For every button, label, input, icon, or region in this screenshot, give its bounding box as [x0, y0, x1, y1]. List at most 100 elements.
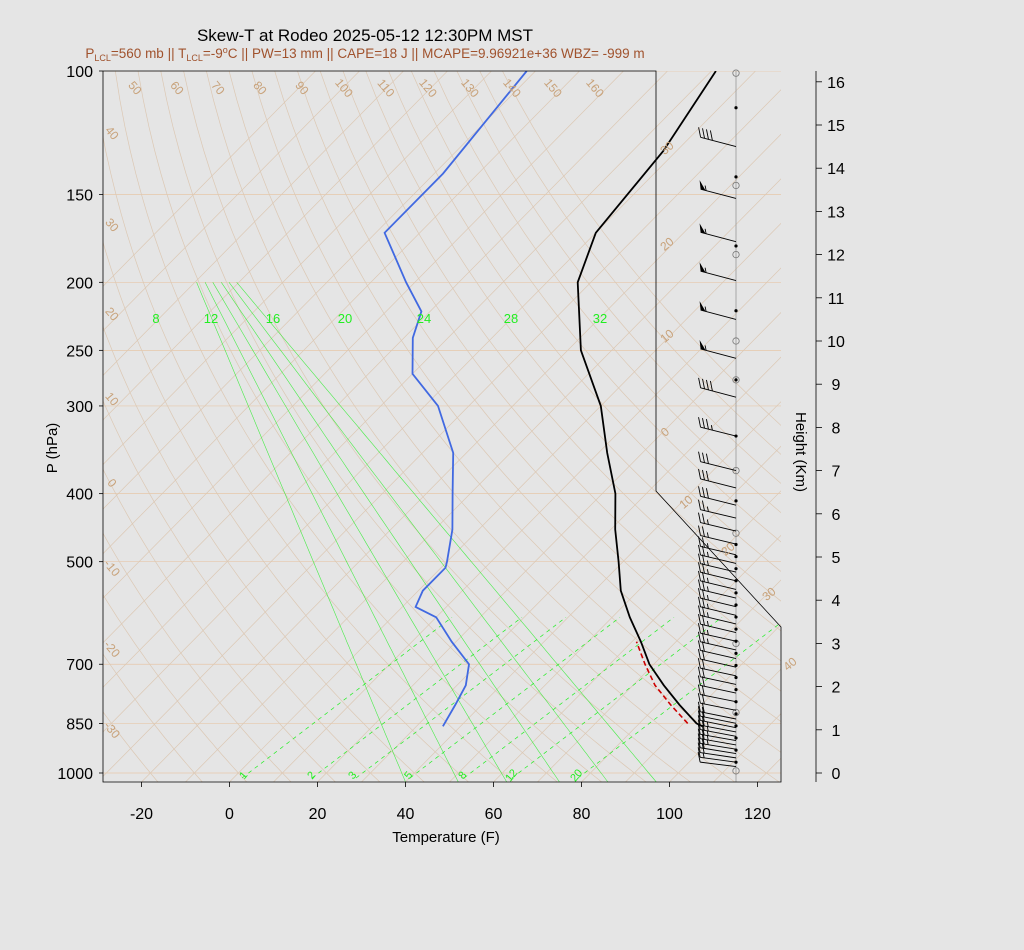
obs-dot	[734, 603, 738, 607]
dry-adiabat	[103, 325, 425, 782]
x-tick-label: 120	[744, 806, 771, 823]
x-tick-label: 0	[225, 806, 234, 823]
y-tick-label: 500	[66, 555, 93, 572]
y-tick-label: 300	[66, 399, 93, 416]
temperature-line	[576, 71, 717, 728]
isotherm-line	[493, 490, 781, 782]
dry-adiabat	[342, 71, 781, 632]
dry-adiabat	[319, 71, 781, 662]
dry-adiabat	[103, 532, 292, 782]
isotherm-line	[103, 71, 360, 332]
wind-barb	[697, 649, 737, 668]
isotherm-label: 70	[208, 78, 228, 97]
obs-dot	[734, 567, 738, 571]
height-tick-label: 0	[832, 766, 841, 783]
dry-adiabat	[502, 71, 781, 426]
isotherm-line	[103, 71, 712, 688]
mixing-ratio-line	[409, 616, 621, 779]
mixing-ratio-label: 28	[504, 311, 518, 326]
mixing-ratio-label: 16	[266, 311, 280, 326]
mixing-ratio-label: 3	[346, 769, 359, 781]
height-tick-label: 8	[832, 420, 841, 437]
height-tick-label: 16	[827, 75, 845, 92]
isotherm-line	[103, 71, 668, 644]
dry-adiabat	[433, 71, 781, 514]
background-grid	[103, 71, 781, 782]
height-marker	[732, 181, 740, 190]
chart-title: Skew-T at Rodeo 2025-05-12 12:30PM MST	[197, 26, 533, 45]
wind-barb	[698, 562, 737, 582]
wind-barb	[697, 728, 737, 746]
mixing-ratio-label: 8	[456, 769, 469, 781]
wind-barb	[699, 301, 737, 320]
wind-barb	[697, 701, 737, 720]
isotherm-line	[273, 267, 781, 782]
wind-barb	[698, 605, 737, 625]
dry-adiabat	[103, 468, 336, 782]
height-tick-label: 2	[832, 680, 841, 697]
height-marker	[732, 529, 740, 537]
dry-adiabat	[137, 71, 602, 782]
isotherm-line	[103, 71, 624, 599]
temperature-axis: -20 0 20 40 60 80 100 120	[130, 782, 771, 823]
wind-barb	[698, 499, 737, 519]
wind-barb	[697, 715, 737, 733]
y-tick-label: 850	[66, 716, 93, 733]
isotherm-line	[103, 71, 404, 376]
dry-adiabat	[365, 71, 781, 602]
parcel-line	[635, 641, 689, 724]
wind-barb	[698, 486, 737, 506]
y-tick-label: 400	[66, 487, 93, 504]
isotherm-label: 40	[102, 123, 122, 142]
isotherm-line	[103, 89, 781, 777]
height-tick-label: 1	[832, 723, 841, 740]
dry-adiabat	[206, 71, 736, 782]
wind-barb	[699, 223, 737, 243]
obs-dot	[734, 688, 738, 692]
dry-adiabat	[114, 71, 558, 782]
isotherm-line	[103, 71, 756, 733]
x-tick-label: -20	[130, 806, 153, 823]
moist-adiabat	[196, 282, 406, 782]
obs-dot	[734, 175, 738, 179]
x-tick-label: 40	[397, 806, 415, 823]
mixing-ratio-label: 24	[417, 311, 431, 326]
plot-area: 50 60 70 80 90 100 110 120 130 140 150 160403020100…	[101, 69, 800, 784]
isotherm-label: 30	[102, 215, 122, 234]
isotherm-line	[185, 178, 781, 782]
obs-dot	[734, 712, 738, 716]
wind-barb	[698, 570, 737, 590]
mixing-ratio-line	[463, 616, 675, 779]
isotherm-label: 0	[104, 476, 119, 490]
moist-adiabat	[236, 282, 657, 782]
height-tick-label: 13	[827, 204, 845, 221]
dry-adiabat	[103, 711, 159, 782]
obs-dot	[734, 651, 738, 655]
obs-dot	[734, 554, 738, 559]
height-tick-label: 10	[827, 334, 845, 351]
dry-adiabat	[103, 241, 469, 782]
wind-barb	[699, 180, 737, 199]
height-marker	[732, 337, 740, 345]
wind-barb	[697, 658, 737, 677]
wind-barb	[697, 640, 737, 659]
dry-adiabat	[160, 71, 647, 782]
obs-dot	[734, 378, 738, 382]
chart-subtitle: PLCL=560 mb || TLCL=-9oC || PW=13 mm || …	[85, 45, 644, 63]
obs-dot	[734, 244, 738, 248]
isotherm-line	[669, 668, 781, 782]
isotherm-label: 50	[125, 78, 145, 97]
wind-barbs	[697, 69, 740, 782]
isotherm-label: 30	[759, 584, 778, 604]
isotherm-label: -10	[101, 557, 123, 580]
obs-dot	[734, 309, 738, 313]
wind-barb	[697, 724, 737, 742]
wind-barb	[697, 666, 737, 685]
height-marker	[732, 708, 740, 717]
mixing-ratio-label: 5	[402, 769, 415, 781]
y-axis-label: P (hPa)	[44, 423, 61, 474]
x-tick-label: 80	[573, 806, 591, 823]
wind-barb	[698, 614, 737, 634]
